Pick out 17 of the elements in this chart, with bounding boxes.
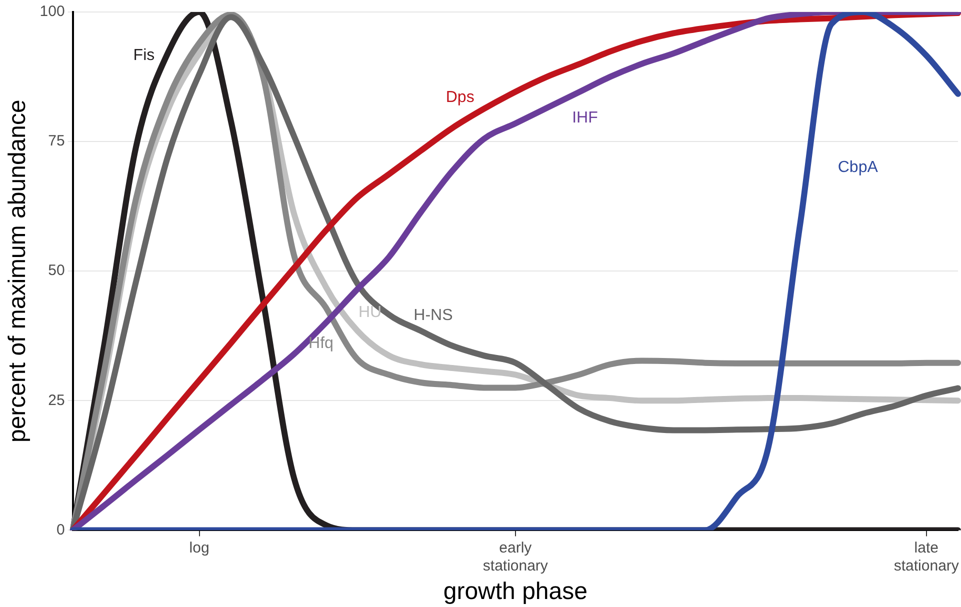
series-label: IHF (572, 110, 598, 127)
y-axis-title: percent of maximum abundance (4, 100, 32, 443)
series-label: Dps (446, 88, 474, 106)
series-label: HU (358, 304, 382, 321)
series-label: H-NS (414, 307, 453, 324)
series-label: CbpA (838, 158, 878, 176)
y-tick-label: 25 (48, 392, 65, 409)
x-axis-title: growth phase (443, 578, 588, 606)
y-tick-label: 0 (56, 521, 65, 538)
y-tick-label: 50 (48, 262, 65, 280)
y-tick-label: 75 (48, 132, 65, 150)
x-tick-label: late stationary (894, 539, 960, 574)
series-label: Hfq (308, 335, 334, 352)
series-label: Fis (133, 46, 155, 64)
x-tick-label: early stationary (482, 539, 548, 574)
y-tick-label: 100 (40, 3, 65, 20)
x-tick-label: log (189, 539, 210, 556)
